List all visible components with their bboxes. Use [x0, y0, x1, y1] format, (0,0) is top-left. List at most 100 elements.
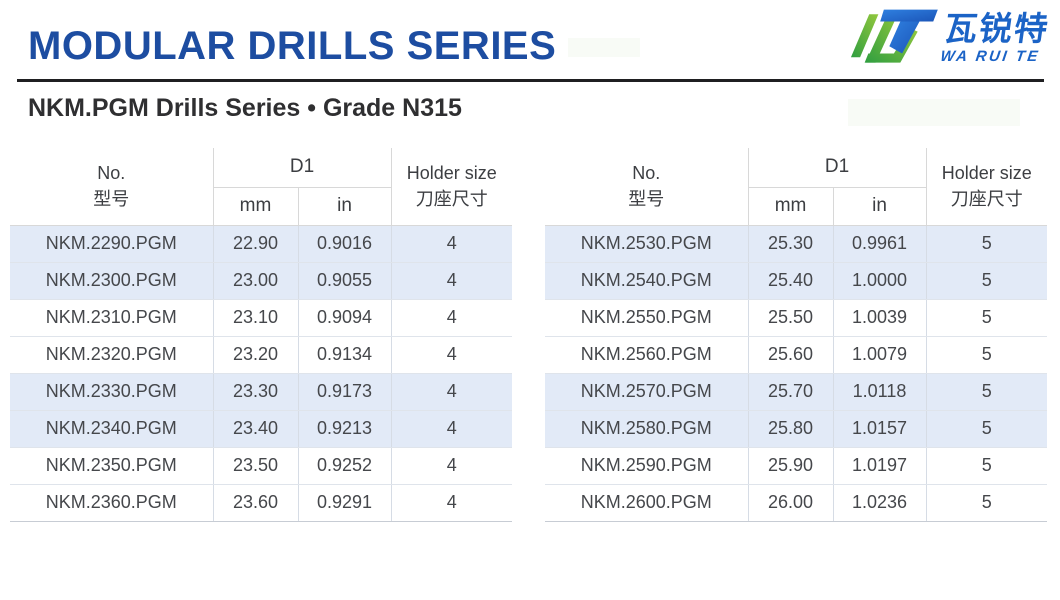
cell-in: 0.9213	[298, 410, 392, 448]
cell-holder: 4	[391, 299, 513, 337]
cell-mm: 23.50	[213, 447, 299, 485]
table-row: NKM.2560.PGM 25.60 1.0079 5	[545, 336, 1048, 374]
cell-in: 1.0236	[833, 484, 927, 522]
cell-in: 1.0000	[833, 262, 927, 300]
cell-mm: 22.90	[213, 225, 299, 263]
col-header-no: No. 型号	[545, 148, 749, 226]
cell-mm: 25.50	[748, 299, 834, 337]
cell-mm: 23.10	[213, 299, 299, 337]
cell-no: NKM.2560.PGM	[545, 336, 749, 374]
cell-in: 0.9094	[298, 299, 392, 337]
cell-mm: 25.30	[748, 225, 834, 263]
col-header-holder-cn: 刀座尺寸	[950, 189, 1023, 210]
spec-table-left: No. 型号 D1 Holder size 刀座尺寸 mm in NKM.229…	[10, 148, 513, 522]
watermark-blob	[848, 99, 1020, 126]
cell-no: NKM.2540.PGM	[545, 262, 749, 300]
cell-no: NKM.2310.PGM	[10, 299, 214, 337]
table-row: NKM.2290.PGM 22.90 0.9016 4	[10, 225, 513, 263]
table-row: NKM.2600.PGM 26.00 1.0236 5	[545, 484, 1048, 522]
cell-holder: 4	[391, 410, 513, 448]
spec-tables: No. 型号 D1 Holder size 刀座尺寸 mm in NKM.229…	[10, 148, 1048, 522]
brand-logo-icon	[850, 9, 938, 63]
table-body-right: NKM.2530.PGM 25.30 0.9961 5 NKM.2540.PGM 25.4…	[545, 225, 1048, 522]
cell-holder: 5	[926, 336, 1048, 374]
table-row: NKM.2530.PGM 25.30 0.9961 5	[545, 225, 1048, 263]
cell-holder: 4	[391, 262, 513, 300]
col-header-holder: Holder size 刀座尺寸	[925, 148, 1048, 226]
col-header-no-en: No.	[97, 163, 126, 184]
col-header-holder-en: Holder size	[941, 163, 1032, 184]
cell-no: NKM.2580.PGM	[545, 410, 749, 448]
cell-in: 0.9252	[298, 447, 392, 485]
cell-in: 1.0039	[833, 299, 927, 337]
cell-mm: 25.60	[748, 336, 834, 374]
cell-no: NKM.2570.PGM	[545, 373, 749, 411]
table-row: NKM.2340.PGM 23.40 0.9213 4	[10, 410, 513, 448]
cell-mm: 25.80	[748, 410, 834, 448]
col-header-mm: mm	[213, 187, 299, 226]
cell-holder: 5	[926, 447, 1048, 485]
cell-no: NKM.2350.PGM	[10, 447, 214, 485]
table-row: NKM.2540.PGM 25.40 1.0000 5	[545, 262, 1048, 300]
cell-no: NKM.2600.PGM	[545, 484, 749, 522]
cell-no: NKM.2330.PGM	[10, 373, 214, 411]
col-header-holder-en: Holder size	[406, 163, 497, 184]
cell-no: NKM.2290.PGM	[10, 225, 214, 263]
table-row: NKM.2360.PGM 23.60 0.9291 4	[10, 484, 513, 522]
cell-mm: 25.90	[748, 447, 834, 485]
table-row: NKM.2350.PGM 23.50 0.9252 4	[10, 447, 513, 485]
table-row: NKM.2310.PGM 23.10 0.9094 4	[10, 299, 513, 337]
cell-in: 0.9961	[833, 225, 927, 263]
cell-no: NKM.2550.PGM	[545, 299, 749, 337]
cell-holder: 4	[391, 447, 513, 485]
col-header-d1: D1	[748, 148, 927, 188]
col-header-no: No. 型号	[10, 148, 214, 226]
cell-in: 0.9134	[298, 336, 392, 374]
cell-no: NKM.2320.PGM	[10, 336, 214, 374]
cell-in: 0.9016	[298, 225, 392, 263]
cell-holder: 5	[926, 262, 1048, 300]
cell-mm: 23.40	[213, 410, 299, 448]
table-row: NKM.2570.PGM 25.70 1.0118 5	[545, 373, 1048, 411]
cell-mm: 23.30	[213, 373, 299, 411]
cell-holder: 5	[926, 410, 1048, 448]
table-row: NKM.2580.PGM 25.80 1.0157 5	[545, 410, 1048, 448]
table-row: NKM.2300.PGM 23.00 0.9055 4	[10, 262, 513, 300]
col-header-no-cn: 型号	[628, 189, 665, 210]
cell-mm: 23.20	[213, 336, 299, 374]
col-header-in: in	[833, 187, 927, 226]
cell-holder: 4	[391, 225, 513, 263]
cell-in: 1.0118	[833, 373, 927, 411]
table-row: NKM.2550.PGM 25.50 1.0039 5	[545, 299, 1048, 337]
table-header: No. 型号 D1 Holder size 刀座尺寸 mm in	[545, 148, 1048, 226]
spec-table-right: No. 型号 D1 Holder size 刀座尺寸 mm in NKM.253…	[545, 148, 1048, 522]
cell-mm: 25.40	[748, 262, 834, 300]
table-row: NKM.2320.PGM 23.20 0.9134 4	[10, 336, 513, 374]
cell-in: 1.0197	[833, 447, 927, 485]
col-header-in: in	[298, 187, 392, 226]
cell-holder: 4	[391, 373, 513, 411]
brand-logo: 瓦锐特 WA RUI TE	[847, 6, 1052, 70]
page-title: MODULAR DRILLS SERIES	[28, 24, 557, 68]
cell-holder: 5	[926, 373, 1048, 411]
cell-no: NKM.2590.PGM	[545, 447, 749, 485]
brand-name-en: WA RUI TE	[939, 47, 1042, 65]
col-header-holder: Holder size 刀座尺寸	[390, 148, 513, 226]
cell-no: NKM.2300.PGM	[10, 262, 214, 300]
table-header: No. 型号 D1 Holder size 刀座尺寸 mm in	[10, 148, 513, 226]
col-header-no-cn: 型号	[93, 189, 130, 210]
col-header-holder-cn: 刀座尺寸	[415, 189, 488, 210]
cell-in: 0.9173	[298, 373, 392, 411]
cell-holder: 5	[926, 225, 1048, 263]
cell-holder: 4	[391, 484, 513, 522]
cell-in: 0.9055	[298, 262, 392, 300]
cell-in: 1.0079	[833, 336, 927, 374]
cell-mm: 23.00	[213, 262, 299, 300]
cell-holder: 5	[926, 484, 1048, 522]
cell-in: 0.9291	[298, 484, 392, 522]
cell-mm: 25.70	[748, 373, 834, 411]
col-header-mm: mm	[748, 187, 834, 226]
cell-mm: 26.00	[748, 484, 834, 522]
title-divider	[17, 79, 1044, 82]
